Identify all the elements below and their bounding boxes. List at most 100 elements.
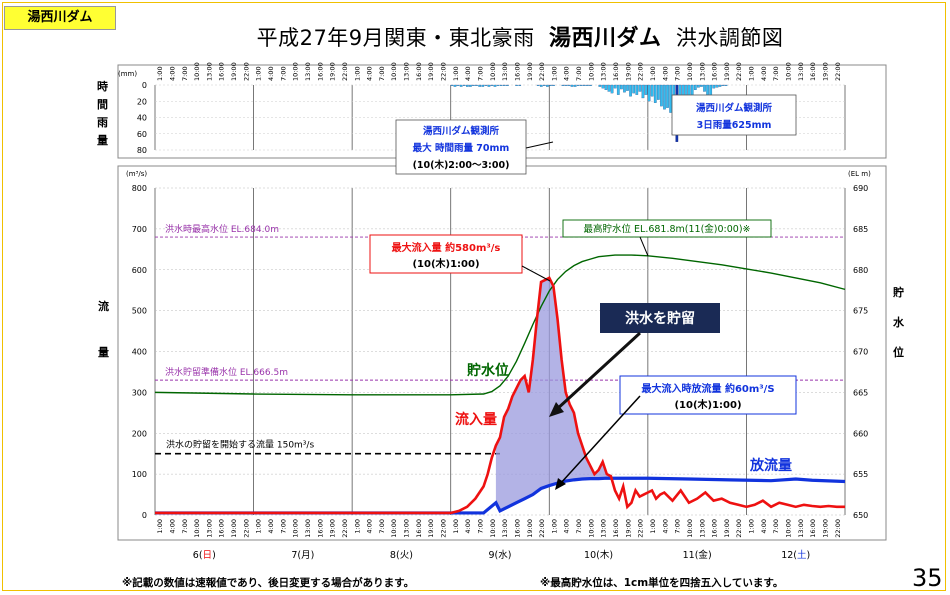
day-label: 11(金) xyxy=(683,549,712,561)
main-hour-tick-label: 22:00 xyxy=(440,519,448,538)
main-hour-tick-label: 22:00 xyxy=(834,519,842,538)
rain-max-line2: 最大 時間雨量 70mm xyxy=(413,142,510,154)
rain-hour-tick-label: 16:00 xyxy=(809,62,817,81)
max-outflow-line1: 最大流入時放流量 約60m³/S xyxy=(641,382,774,395)
rain-hour-tick-label: 7:00 xyxy=(575,66,583,81)
rain-hour-tick-label: 13:00 xyxy=(205,62,213,81)
rain-bar xyxy=(475,84,478,86)
main-hour-tick-label: 19:00 xyxy=(624,519,632,538)
rain-y-label-char: 量 xyxy=(97,134,108,147)
left-y-tick-label: 800 xyxy=(132,184,147,193)
rain-bar xyxy=(450,84,454,86)
right-y-tick-label: 685 xyxy=(853,225,868,234)
rain-max-box xyxy=(395,119,527,175)
rain-hour-tick-label: 16:00 xyxy=(316,62,324,81)
title-dam: 湯西川ダム xyxy=(549,26,662,51)
rain-bar xyxy=(459,84,463,87)
left-y-tick-label: 700 xyxy=(132,225,147,234)
right-y-tick-label: 660 xyxy=(853,429,868,438)
main-hour-tick-label: 22:00 xyxy=(341,519,349,538)
max-level-pointer xyxy=(639,236,649,257)
rain-bar xyxy=(564,84,568,86)
rain-bar xyxy=(620,84,623,90)
rain-hour-tick-label: 19:00 xyxy=(624,62,632,81)
rain-hour-tick-label: 10:00 xyxy=(686,62,694,81)
rain-hour-tick-label: 1:00 xyxy=(550,66,558,81)
rain-hour-tick-label: 22:00 xyxy=(637,62,645,81)
max-outflow-arrow-shaft xyxy=(559,395,641,485)
rain-bar xyxy=(546,84,549,87)
main-hour-tick-label: 7:00 xyxy=(575,519,583,534)
rain-bar xyxy=(567,84,571,86)
footnote-left: ※記載の数値は速報値であり、後日変更する場合があります。 xyxy=(122,577,415,589)
rain-hour-tick-label: 19:00 xyxy=(526,62,534,81)
rain-hour-tick-label: 7:00 xyxy=(181,66,189,81)
rain-bar xyxy=(549,84,552,86)
rain-hour-tick-label: 7:00 xyxy=(772,66,780,81)
rain-hour-tick-label: 4:00 xyxy=(366,66,374,81)
rain-bar xyxy=(576,84,580,86)
rain-hour-tick-label: 16:00 xyxy=(218,62,226,81)
storage-area xyxy=(495,277,628,511)
inflow-line xyxy=(155,276,845,515)
rain-bar xyxy=(626,84,629,91)
main-hour-tick-label: 7:00 xyxy=(279,519,287,534)
main-hour-tick-label: 22:00 xyxy=(242,519,250,538)
rain-hour-tick-label: 4:00 xyxy=(563,66,571,81)
rain-hour-tick-label: 10:00 xyxy=(785,62,793,81)
right-y-tick-label: 655 xyxy=(853,470,868,479)
storage-arrow-head xyxy=(549,402,564,417)
rain-bar xyxy=(601,84,605,89)
rain-bar xyxy=(536,84,540,86)
left-y-tick-label: 0 xyxy=(142,511,147,520)
max-level-box xyxy=(562,219,772,238)
page-title: 平成27年9月関東・東北豪雨 湯西川ダム 洪水調節図 xyxy=(130,20,910,52)
rain-bar xyxy=(518,84,522,86)
main-hour-tick-label: 16:00 xyxy=(711,519,719,538)
rain-bar xyxy=(487,84,491,87)
right-y-label-char: 位 xyxy=(893,345,904,359)
rain-hour-tick-label: 16:00 xyxy=(415,62,423,81)
rain-unit-label: (mm) xyxy=(118,70,137,78)
outflow-line xyxy=(155,476,846,515)
dam-name-tag: 湯西川ダム xyxy=(4,6,116,30)
rain-bar xyxy=(641,84,645,99)
main-hour-tick-label: 16:00 xyxy=(612,519,620,538)
rain-bar xyxy=(721,84,725,86)
right-y-label-char: 貯 xyxy=(893,285,904,299)
rain-bar xyxy=(561,84,565,86)
footnote-right: ※最高貯水位は、1cm単位を四捨五入しています。 xyxy=(540,577,784,589)
main-hour-tick-label: 4:00 xyxy=(661,519,669,534)
right-y-label-char: 水 xyxy=(893,315,905,329)
main-hour-tick-label: 1:00 xyxy=(649,519,657,534)
rain-bar xyxy=(456,84,460,86)
main-hour-tick-label: 4:00 xyxy=(366,519,374,534)
rain-bar xyxy=(493,84,497,87)
rain-hour-tick-label: 4:00 xyxy=(267,66,275,81)
rain-bar xyxy=(650,84,654,97)
main-hour-tick-label: 22:00 xyxy=(735,519,743,538)
rain-y-tick-label: 60 xyxy=(137,130,147,139)
rain-max-line1: 湯西川ダム観測所 xyxy=(423,125,500,137)
rain-y-tick-label: 80 xyxy=(137,146,147,155)
rain-max-pointer xyxy=(525,141,554,149)
max-inflow-line1: 最大流入量 約580m³/s xyxy=(392,241,501,254)
rain-hour-tick-label: 1:00 xyxy=(649,66,657,81)
rain-hour-tick-label: 1:00 xyxy=(255,66,263,81)
rain-y-tick-label: 0 xyxy=(142,81,147,90)
rain-hour-tick-label: 4:00 xyxy=(464,66,472,81)
rain-station-box xyxy=(671,94,797,136)
rain-bar xyxy=(579,84,583,86)
right-y-tick-label: 665 xyxy=(853,388,868,397)
rain-hour-tick-label: 22:00 xyxy=(735,62,743,81)
right-unit-label: (EL m) xyxy=(848,170,871,178)
main-hour-tick-label: 10:00 xyxy=(292,519,300,538)
main-hour-tick-label: 10:00 xyxy=(390,519,398,538)
main-hour-tick-label: 13:00 xyxy=(403,519,411,538)
rain-bar xyxy=(466,84,469,87)
rain-hour-tick-label: 19:00 xyxy=(427,62,435,81)
main-hour-tick-label: 10:00 xyxy=(193,519,201,538)
main-hour-tick-label: 19:00 xyxy=(821,519,829,538)
max-level-label: 最高貯水位 EL.681.8m(11(金)0:00)※ xyxy=(584,223,751,235)
rain-hour-tick-label: 22:00 xyxy=(538,62,546,81)
